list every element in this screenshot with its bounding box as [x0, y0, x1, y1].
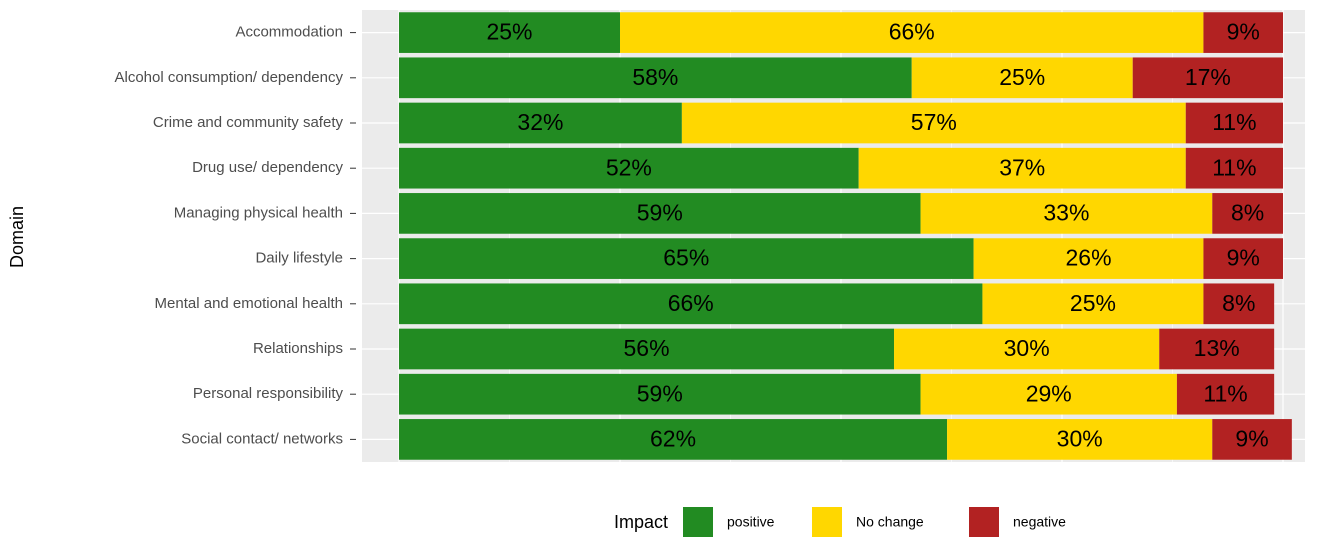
- data-label: 66%: [889, 19, 935, 45]
- data-label: 9%: [1227, 19, 1260, 45]
- bar-segment: [858, 147, 1186, 189]
- bar-segment: [1212, 419, 1292, 460]
- data-label: 56%: [623, 335, 669, 361]
- bar-segment: [911, 57, 1133, 99]
- y-tick-label: Mental and emotional health: [155, 295, 343, 312]
- y-tick-label: Alcohol consumption/ dependency: [115, 69, 344, 86]
- bar-segment: [920, 373, 1177, 415]
- data-label: 32%: [517, 109, 563, 135]
- data-label: 57%: [911, 109, 957, 135]
- bar-segment: [399, 147, 859, 189]
- data-label: 59%: [637, 199, 683, 225]
- data-label: 9%: [1235, 425, 1268, 451]
- legend-label: negative: [1013, 514, 1066, 530]
- bar-segment: [399, 328, 895, 370]
- data-label: 9%: [1227, 245, 1260, 271]
- bar-segment: [1159, 328, 1275, 370]
- data-label: 29%: [1026, 380, 1072, 406]
- bar-segment: [920, 193, 1213, 234]
- bar-segment: [1176, 373, 1275, 415]
- bar-segment: [399, 102, 682, 144]
- bar-segment: [399, 57, 912, 99]
- y-tick-label: Accommodation: [235, 24, 343, 41]
- legend-label: positive: [727, 514, 775, 530]
- data-label: 13%: [1194, 335, 1240, 361]
- bar-segment: [1203, 12, 1283, 53]
- y-tick-label: Drug use/ dependency: [192, 159, 343, 176]
- bar-segment: [399, 238, 974, 279]
- bar-segment: [1185, 102, 1283, 144]
- bar-segment: [1203, 283, 1275, 325]
- y-tick-label: Crime and community safety: [153, 114, 344, 131]
- bar-segment: [1203, 238, 1283, 279]
- bar-segment: [399, 373, 921, 415]
- bar-segment: [399, 283, 983, 325]
- legend-key: [683, 507, 713, 537]
- y-tick-label: Managing physical health: [174, 204, 343, 221]
- bar-segment: [947, 419, 1213, 460]
- data-label: 59%: [637, 380, 683, 406]
- data-label: 65%: [663, 245, 709, 271]
- data-label: 11%: [1203, 380, 1247, 406]
- bar-segment: [681, 102, 1186, 144]
- legend-key: [969, 507, 999, 537]
- data-label: 8%: [1222, 290, 1255, 316]
- data-label: 8%: [1231, 199, 1264, 225]
- y-tick-label: Relationships: [253, 340, 343, 357]
- data-label: 30%: [1057, 425, 1103, 451]
- bar-segment: [1185, 147, 1283, 189]
- data-label: 66%: [668, 290, 714, 316]
- data-label: 30%: [1004, 335, 1050, 361]
- legend-title: Impact: [614, 512, 668, 532]
- data-label: 37%: [999, 154, 1045, 180]
- data-label: 58%: [632, 64, 678, 90]
- y-tick-label: Personal responsibility: [193, 385, 344, 402]
- legend-label: No change: [856, 514, 924, 530]
- legend-key: [812, 507, 842, 537]
- bar-segment: [973, 238, 1204, 279]
- bar-segment: [399, 419, 948, 460]
- bar-segment: [1132, 57, 1283, 99]
- bar-segment: [399, 193, 921, 234]
- bar-segment: [620, 12, 1204, 53]
- data-label: 52%: [606, 154, 652, 180]
- data-label: 33%: [1043, 199, 1089, 225]
- bar-segment: [894, 328, 1160, 370]
- y-axis-title: Domain: [7, 206, 27, 268]
- data-label: 25%: [486, 19, 532, 45]
- bar-segment: [399, 12, 620, 53]
- data-label: 62%: [650, 425, 696, 451]
- bar-segment: [982, 283, 1204, 325]
- bar-segment: [1212, 193, 1283, 234]
- data-label: 11%: [1212, 154, 1256, 180]
- data-label: 25%: [999, 64, 1045, 90]
- data-label: 26%: [1065, 245, 1111, 271]
- y-tick-label: Social contact/ networks: [181, 430, 343, 447]
- data-label: 11%: [1212, 109, 1256, 135]
- data-label: 17%: [1185, 64, 1231, 90]
- y-tick-label: Daily lifestyle: [255, 250, 343, 267]
- data-label: 25%: [1070, 290, 1116, 316]
